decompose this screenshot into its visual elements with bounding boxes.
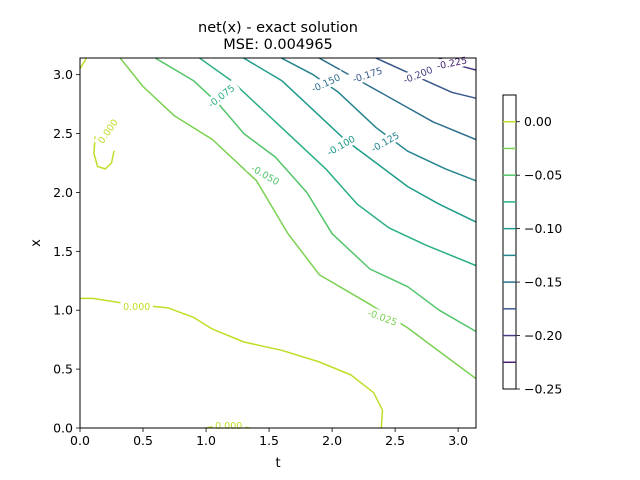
colorbar-tick-label: −0.05 bbox=[524, 168, 562, 183]
contour-label-gap bbox=[347, 63, 388, 87]
x-axis-ticks: 0.0 0.5 1.0 1.5 2.0 2.5 3.0 bbox=[70, 428, 468, 448]
contour-label-gap bbox=[362, 305, 403, 330]
colorbar-ticks: 0.00 −0.05 −0.10 −0.15 −0.20 −0.25 bbox=[516, 114, 562, 397]
y-tick-label: 2.5 bbox=[53, 126, 73, 141]
contour-label-gap bbox=[365, 127, 405, 157]
y-tick-label: 2.0 bbox=[53, 185, 73, 200]
y-tick-label: 0.5 bbox=[53, 362, 73, 377]
contour-label: 0.000 bbox=[123, 302, 150, 313]
colorbar-tick-label: −0.10 bbox=[524, 221, 562, 236]
contour-label-group: 0.000 bbox=[120, 300, 153, 313]
contour-label-gap bbox=[93, 114, 122, 148]
contour-line-2-0 bbox=[154, 58, 476, 333]
contour-label-gap bbox=[245, 160, 285, 190]
contour-line-3-0 bbox=[198, 58, 476, 267]
y-tick-label: 1.5 bbox=[53, 244, 73, 259]
contour-label-group: 0.000 bbox=[212, 419, 245, 432]
y-axis-label: x bbox=[29, 239, 44, 247]
colorbar-level-lines bbox=[503, 120, 516, 364]
contour-label-gap bbox=[212, 419, 245, 432]
y-tick-label: 1.0 bbox=[53, 303, 73, 318]
x-tick-label: 1.0 bbox=[196, 433, 216, 448]
x-tick-label: 0.0 bbox=[70, 433, 90, 448]
contour-line-7-0 bbox=[375, 58, 476, 99]
x-tick-label: 2.0 bbox=[322, 433, 342, 448]
contour-label-gap bbox=[397, 61, 438, 88]
colorbar: 0.00 −0.05 −0.10 −0.15 −0.20 −0.25 bbox=[502, 94, 562, 397]
contour-line-5-0 bbox=[280, 58, 476, 182]
chart-subtitle: MSE: 0.004965 bbox=[223, 37, 333, 53]
colorbar-tick-label: −0.20 bbox=[524, 328, 562, 343]
contour-label-gap bbox=[120, 300, 153, 313]
contour-line-0-0 bbox=[80, 58, 88, 70]
x-tick-label: 0.5 bbox=[133, 433, 153, 448]
y-tick-label: 3.0 bbox=[53, 67, 73, 82]
plot-frame bbox=[79, 57, 477, 429]
chart-title: net(x) - exact solution bbox=[198, 20, 358, 36]
contour-label-gap bbox=[305, 69, 346, 97]
x-tick-label: 3.0 bbox=[448, 433, 468, 448]
contour-label: 0.000 bbox=[215, 421, 242, 432]
colorbar-frame bbox=[502, 94, 517, 390]
colorbar-tick-label: −0.25 bbox=[524, 382, 562, 397]
x-axis-label: t bbox=[275, 456, 280, 471]
contour-line-4-0 bbox=[243, 58, 476, 223]
x-tick-label: 1.5 bbox=[259, 433, 279, 448]
y-tick-label: 0.0 bbox=[53, 421, 73, 436]
contour-label-gap bbox=[321, 130, 361, 161]
contour-label-gap bbox=[202, 79, 240, 113]
x-tick-label: 2.5 bbox=[385, 433, 405, 448]
contour-line-0-1 bbox=[93, 136, 115, 170]
y-axis-ticks: 0.0 0.5 1.0 1.5 2.0 2.5 3.0 bbox=[53, 67, 80, 436]
colorbar-tick-label: −0.15 bbox=[524, 275, 562, 290]
contour-line-1-0 bbox=[119, 58, 476, 380]
colorbar-tick-label: 0.00 bbox=[524, 114, 552, 129]
